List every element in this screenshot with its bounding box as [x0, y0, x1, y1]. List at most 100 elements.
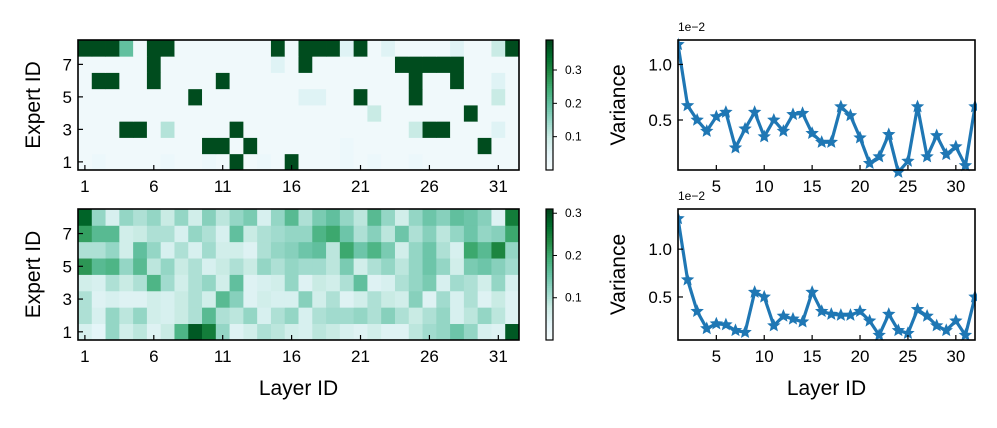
- heatmap-cell: [381, 209, 396, 226]
- heatmap-cell: [505, 209, 520, 226]
- colorbar-segment: [546, 287, 553, 291]
- heatmap-cell: [91, 274, 106, 292]
- colorbar-segment: [546, 309, 553, 313]
- heatmap-cell: [119, 307, 134, 325]
- heatmap-cell: [353, 307, 368, 325]
- heatmap-cell: [133, 290, 148, 308]
- data-point-marker: [700, 321, 714, 335]
- colorbar-segment: [546, 76, 553, 80]
- heatmap-cell: [339, 153, 355, 171]
- colorbar-segment: [546, 85, 553, 89]
- data-point-marker: [929, 128, 944, 142]
- x-tick-label: 25: [898, 347, 917, 366]
- heatmap-cell: [202, 56, 217, 73]
- heatmap-cell: [298, 307, 313, 325]
- heatmap-cell: [436, 323, 451, 341]
- data-point-marker: [719, 105, 733, 118]
- heatmap-cell: [229, 258, 244, 275]
- colorbar-segment: [546, 324, 553, 328]
- heatmap-cell: [408, 323, 423, 341]
- heatmap-cell: [202, 307, 217, 325]
- colorbar-segment: [546, 254, 553, 258]
- heatmap-cell: [353, 105, 368, 122]
- y-tick-label: 5: [63, 88, 72, 107]
- heatmap-cell: [367, 56, 382, 73]
- heatmap-cell: [284, 274, 299, 292]
- heatmap-cell: [243, 241, 258, 259]
- heatmap-cell: [105, 137, 120, 155]
- heatmap-cell: [450, 40, 465, 57]
- heatmap-cell: [463, 209, 479, 226]
- data-point-marker: [853, 304, 867, 318]
- heatmap-cell: [312, 209, 327, 226]
- heatmap-cell: [174, 274, 189, 292]
- x-tick-label: 10: [755, 347, 774, 366]
- colorbar-frame: [545, 39, 554, 171]
- y-axis-label: Expert ID: [22, 231, 45, 319]
- heatmap-cell: [422, 258, 437, 275]
- heatmap-cell: [450, 290, 465, 308]
- heatmap-cell: [477, 258, 492, 275]
- colorbar-segment: [546, 276, 553, 280]
- heatmap-cell: [243, 88, 258, 106]
- heatmap-cell: [257, 72, 272, 90]
- heatmap-cell: [505, 307, 520, 325]
- heatmap-cell: [463, 137, 479, 155]
- heatmap-cell: [367, 290, 382, 308]
- heatmap-cell: [394, 56, 410, 73]
- heatmap-cell: [270, 40, 286, 57]
- heatmap-cell: [188, 241, 203, 259]
- heatmap-cell: [339, 258, 355, 275]
- heatmap-cell: [91, 56, 106, 73]
- line-chart-bottom: 5 10 15 20 25 30 0.5 1.0 1e−2 Variance Layer ID: [607, 189, 977, 400]
- heatmap-cell: [312, 121, 327, 138]
- colorbar-segment: [546, 167, 553, 171]
- colorbar-segment: [546, 318, 553, 321]
- heatmap-cell: [146, 72, 162, 90]
- heatmap-cell: [477, 153, 492, 171]
- heatmap-cell: [491, 137, 506, 155]
- heatmap-cell: [491, 225, 506, 243]
- colorbar-segment: [546, 124, 553, 128]
- heatmap-cell: [215, 153, 230, 171]
- heatmap-cell: [312, 290, 327, 308]
- data-point-marker: [824, 135, 838, 148]
- heatmap-cell: [505, 258, 520, 275]
- heatmap-cell: [463, 274, 479, 292]
- heatmap-cell: [284, 323, 299, 341]
- heatmap-cell: [491, 88, 506, 106]
- colorbar-segment: [546, 44, 553, 47]
- data-point-marker: [824, 307, 838, 320]
- data-point-marker: [920, 309, 934, 322]
- heatmap-cell: [422, 105, 437, 122]
- heatmap-cell: [477, 209, 492, 226]
- colorbar-segment: [546, 59, 553, 63]
- heatmap-cell: [477, 225, 492, 243]
- heatmap-cell: [78, 105, 93, 122]
- data-point-marker: [882, 307, 896, 320]
- heatmap-cell: [119, 153, 134, 171]
- heatmap-cell: [408, 225, 423, 243]
- data-point-marker: [853, 130, 867, 144]
- heatmap-cell: [381, 56, 396, 73]
- heatmap-cell: [105, 40, 120, 57]
- x-tick-label: 11: [214, 177, 232, 196]
- x-tick-label: 20: [851, 177, 870, 196]
- colorbar-segment: [546, 224, 553, 227]
- heatmap-cell: [491, 209, 506, 226]
- heatmap-cell: [174, 209, 189, 226]
- heatmap-cell: [491, 241, 506, 259]
- x-tick-label: 26: [420, 347, 439, 366]
- colorbar-tick-label: 0.1: [565, 130, 582, 144]
- colorbar-tick-label: 0.3: [565, 206, 582, 220]
- colorbar-segment: [546, 66, 553, 69]
- data-point-marker: [958, 328, 973, 341]
- heatmap-cell: [105, 153, 120, 171]
- colorbar-segment: [546, 337, 553, 341]
- colorbar-segment: [546, 50, 553, 54]
- heatmap-cell: [394, 258, 410, 275]
- heatmap-cell: [381, 274, 396, 292]
- heatmap-cell: [450, 121, 465, 138]
- heatmap-cell: [215, 209, 230, 226]
- heatmap-cell: [312, 258, 327, 275]
